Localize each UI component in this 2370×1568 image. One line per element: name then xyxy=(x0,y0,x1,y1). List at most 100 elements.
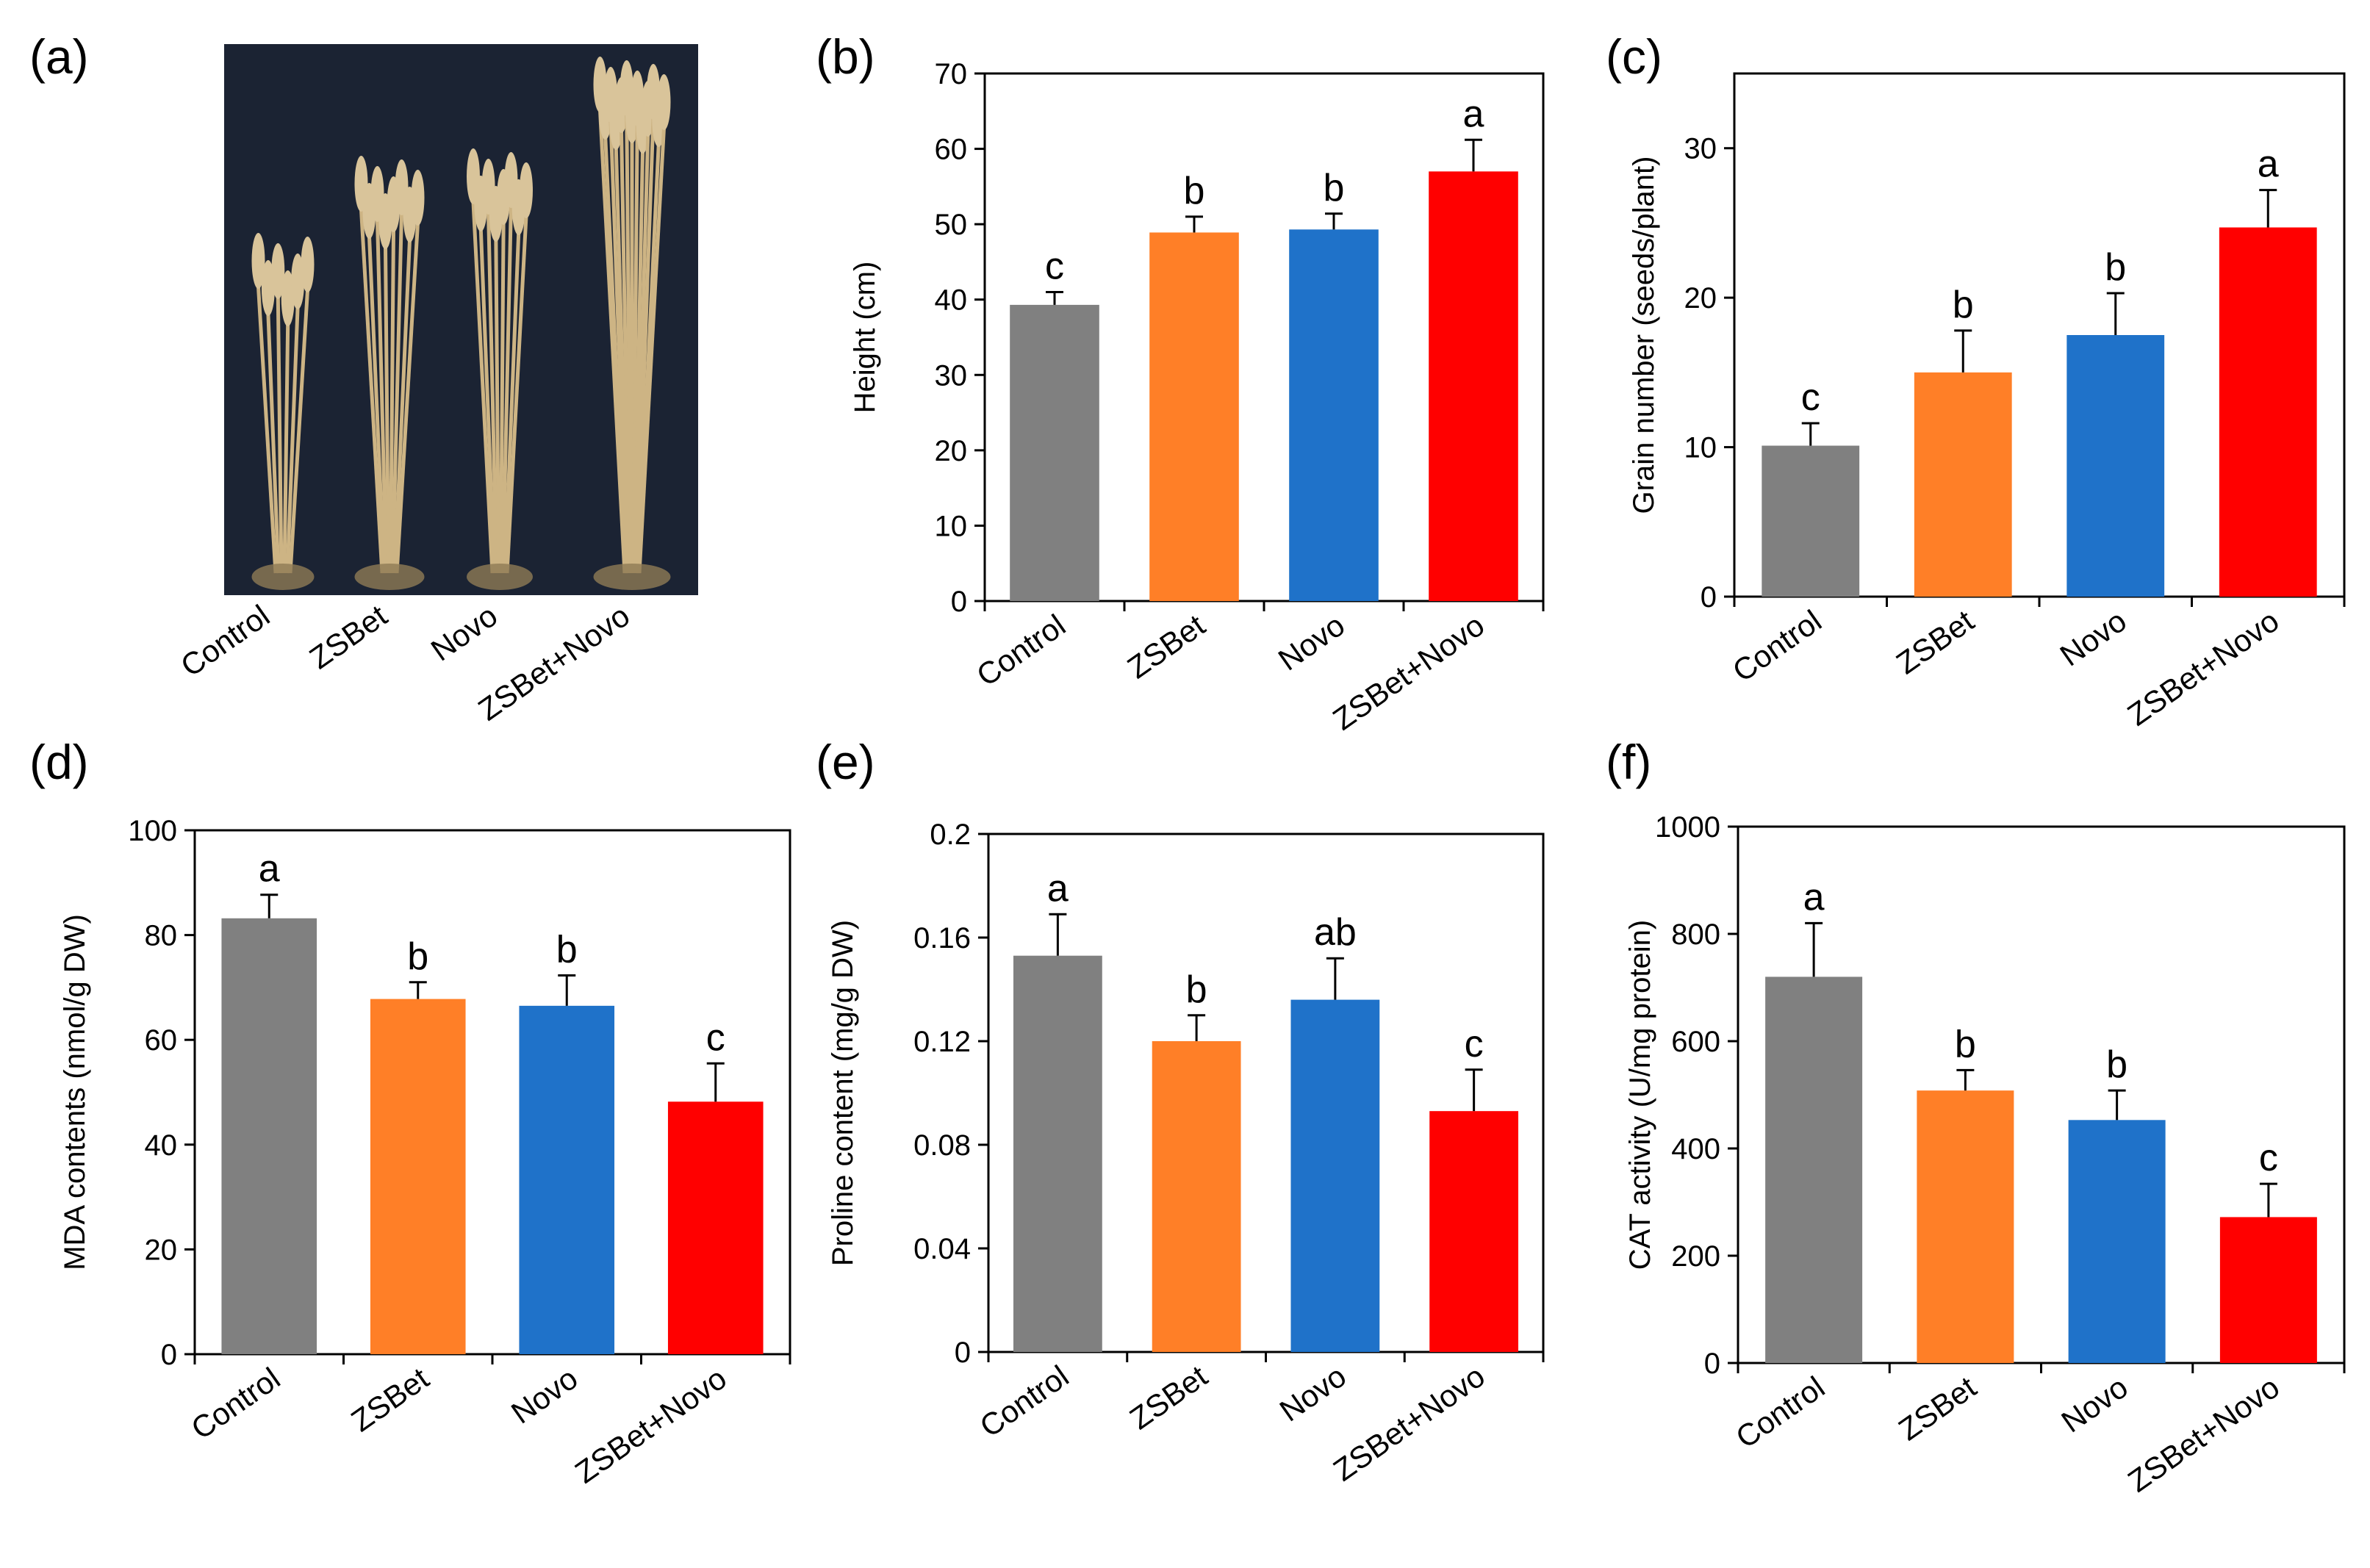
bar-zsbet-novo xyxy=(2219,227,2317,597)
bar-zsbet xyxy=(370,999,466,1354)
wheat-ear xyxy=(271,243,285,299)
y-tick-label: 40 xyxy=(145,1129,178,1162)
bar-control xyxy=(1765,977,1863,1363)
chart-panel-c: (c) 0 10 20 30 Grain number (seeds/plant) c Con… xyxy=(1606,29,2346,733)
significance-label-novo: ab xyxy=(1314,911,1357,954)
y-tick-label: 400 xyxy=(1671,1133,1720,1165)
x-category-label-zsbet: ZSBet xyxy=(1121,608,1212,686)
bar-control xyxy=(1762,445,1860,597)
wheat-plant-group xyxy=(354,156,425,590)
significance-label-zsbet: b xyxy=(1186,968,1207,1011)
significance-label-control: c xyxy=(1801,376,1820,419)
y-tick-label: 60 xyxy=(145,1024,178,1057)
wheat-stem xyxy=(256,286,278,574)
wheat-roots xyxy=(593,564,671,590)
x-category-label-novo: Novo xyxy=(2054,603,2133,673)
significance-label-zsbet-novo: a xyxy=(1463,93,1484,135)
bar-zsbet-novo xyxy=(2219,1217,2317,1363)
panel-a: (a) Control ZSBet Novo ZSBet+Novo xyxy=(29,29,698,727)
wheat-stem xyxy=(388,229,395,574)
significance-label-zsbet-novo: c xyxy=(1465,1023,1484,1065)
significance-label-zsbet: b xyxy=(1953,284,1974,326)
bar-novo xyxy=(1290,999,1380,1352)
wheat-ear xyxy=(657,74,671,130)
bar-zsbet xyxy=(1914,372,2012,597)
bar-zsbet-novo xyxy=(1429,1111,1519,1352)
panel-label-a: (a) xyxy=(29,29,89,84)
panel-label-b: (b) xyxy=(816,29,875,84)
wheat-plant-group xyxy=(251,233,315,590)
significance-label-zsbet-novo: c xyxy=(706,1016,725,1059)
x-category-label-novo: Novo xyxy=(2055,1370,2134,1439)
y-tick-label: 100 xyxy=(128,815,177,847)
y-tick-label: 0.08 xyxy=(913,1129,971,1162)
significance-label-zsbet: b xyxy=(1184,170,1205,212)
y-tick-label: 30 xyxy=(935,359,968,392)
significance-label-control: a xyxy=(1047,867,1069,910)
bar-zsbet xyxy=(1149,232,1239,601)
x-category-label-novo: Novo xyxy=(1272,608,1351,677)
bar-zsbet-novo xyxy=(667,1101,764,1354)
chart-panel-e: (e) 0 0.04 0.08 0.12 0.16 0.2 Proline content (… xyxy=(816,735,1545,1488)
wheat-stem xyxy=(285,306,300,574)
y-tick-label: 20 xyxy=(1684,282,1717,314)
x-category-label-zsbet-novo: ZSBet+Novo xyxy=(2122,1370,2285,1499)
photo-label-control: Control xyxy=(174,598,276,683)
x-category-label-control: Control xyxy=(974,1359,1075,1444)
y-tick-label: 0.12 xyxy=(913,1026,971,1058)
wheat-plant-group xyxy=(467,148,533,590)
y-axis-title: Proline content (mg/g DW) xyxy=(827,920,859,1266)
photo-category-labels: Control ZSBet Novo ZSBet+Novo xyxy=(174,598,636,727)
bar-zsbet xyxy=(1917,1090,2014,1363)
chart-panel-f: (f) 0 200 400 600 800 1000 CAT activity (U/mg p… xyxy=(1606,735,2346,1499)
y-tick-label: 20 xyxy=(935,435,968,467)
wheat-stem xyxy=(635,117,656,574)
wheat-stem xyxy=(471,201,495,574)
bar-control xyxy=(1010,304,1099,601)
x-category-label-novo: Novo xyxy=(1274,1359,1352,1428)
y-axis-title: MDA contents (nmol/g DW) xyxy=(59,914,91,1270)
x-category-label-novo: Novo xyxy=(505,1361,583,1431)
bar-zsbet-novo xyxy=(1429,171,1518,602)
x-category-label-zsbet-novo: ZSBet+Novo xyxy=(1327,1359,1491,1488)
wheat-stem xyxy=(282,323,290,574)
y-tick-label: 1000 xyxy=(1655,811,1720,844)
wheat-stem xyxy=(503,232,521,574)
y-tick-label: 30 xyxy=(1684,133,1717,165)
wheat-ear xyxy=(251,233,265,289)
y-axis-title: CAT activity (U/mg protein) xyxy=(1624,920,1656,1270)
significance-label-zsbet: b xyxy=(1955,1023,1976,1065)
x-category-label-zsbet: ZSBet xyxy=(1124,1359,1214,1436)
y-tick-label: 0 xyxy=(1701,581,1717,614)
panel-label-e: (e) xyxy=(816,735,875,789)
wheat-stem xyxy=(620,130,632,574)
x-category-label-control: Control xyxy=(185,1361,287,1446)
wheat-stem xyxy=(494,239,501,574)
y-tick-label: 0.04 xyxy=(913,1233,971,1265)
wheat-stem xyxy=(288,289,309,574)
y-tick-label: 0.2 xyxy=(930,819,971,851)
panel-label-d: (d) xyxy=(29,735,89,789)
significance-label-zsbet: b xyxy=(407,935,428,978)
y-axis-title: Height (cm) xyxy=(849,262,881,414)
y-tick-label: 0 xyxy=(951,586,967,618)
wheat-stem xyxy=(392,240,412,574)
chart-panel-d: (d) 0 20 40 60 80 100 MDA contents (nmol/g DW) a… xyxy=(29,735,791,1490)
significance-label-novo: b xyxy=(2106,1043,2127,1086)
bar-control xyxy=(221,918,317,1354)
wheat-photo xyxy=(224,44,698,595)
x-category-label-zsbet: ZSBet xyxy=(345,1361,435,1439)
y-axis-title: Grain number (seeds/plant) xyxy=(1628,157,1660,514)
y-tick-label: 0 xyxy=(955,1337,971,1369)
wheat-roots xyxy=(251,564,315,590)
wheat-ear xyxy=(411,170,425,226)
significance-label-control: a xyxy=(259,848,280,891)
y-tick-label: 600 xyxy=(1671,1026,1720,1058)
y-tick-label: 0 xyxy=(161,1339,177,1371)
y-tick-label: 20 xyxy=(145,1234,178,1266)
bar-control xyxy=(1013,955,1102,1352)
wheat-stem xyxy=(631,123,639,574)
x-category-label-control: Control xyxy=(1729,1370,1831,1455)
wheat-stem xyxy=(395,223,420,574)
wheat-ear xyxy=(301,237,315,292)
